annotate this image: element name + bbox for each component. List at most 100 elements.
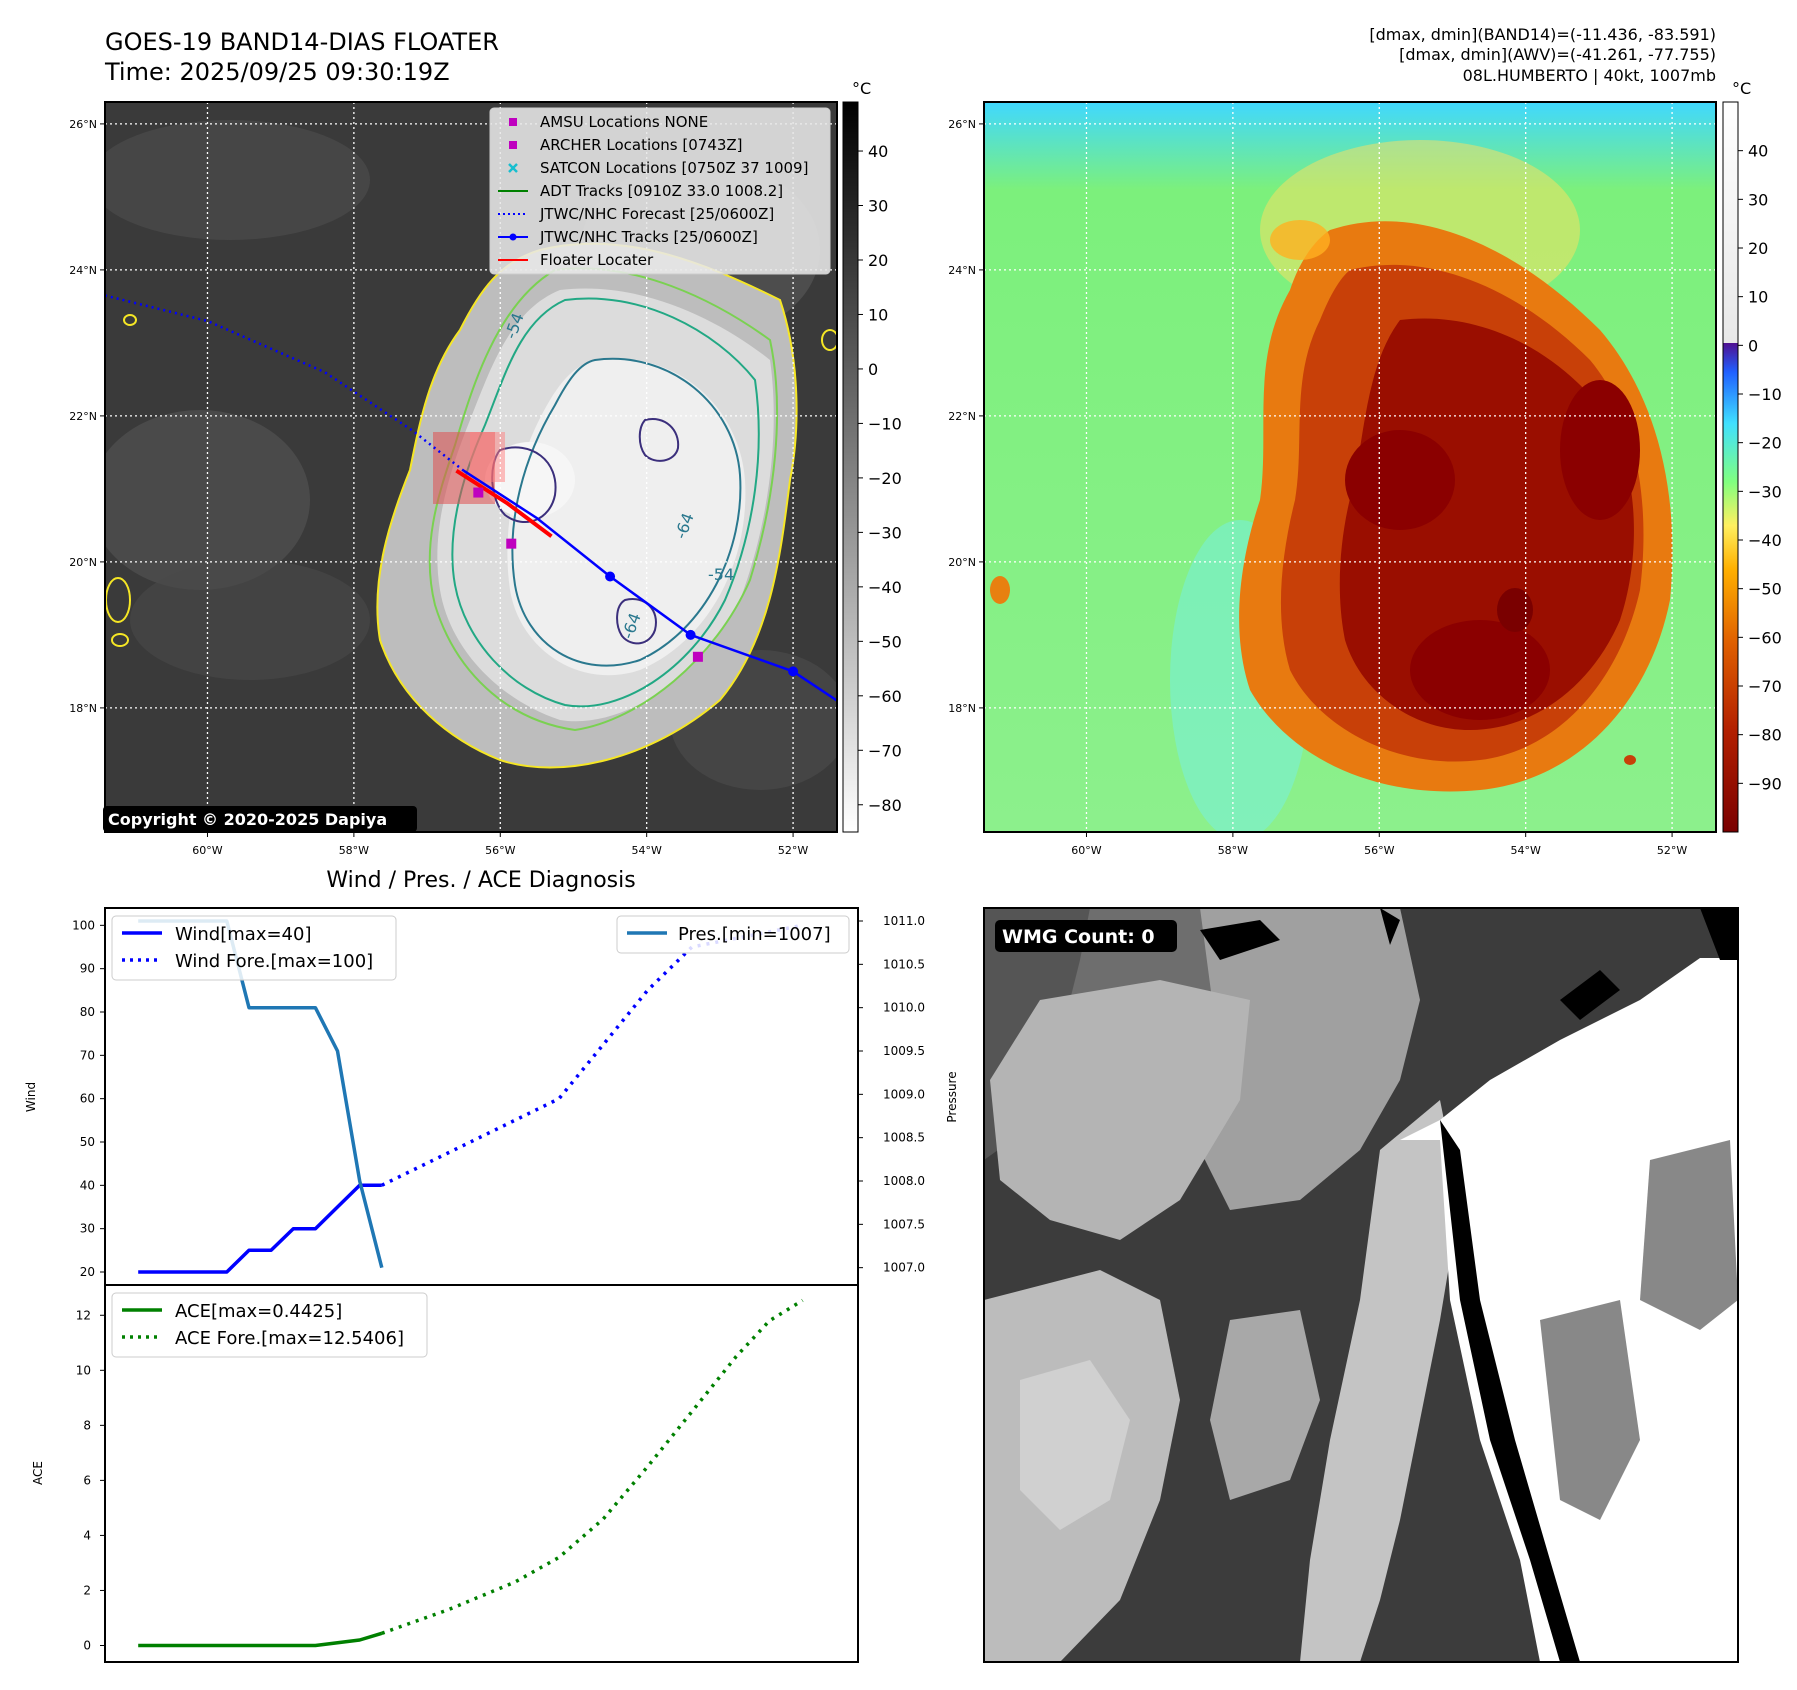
pressure-tick-label: 1007.0 [883, 1261, 925, 1275]
pressure-legend-label: Pres.[min=1007] [678, 924, 831, 945]
colorbar-tick-label: 20 [868, 251, 888, 270]
lon-tick-label: 56°W [1364, 844, 1394, 857]
lon-tick-label: 58°W [339, 844, 369, 857]
series-line [381, 1298, 804, 1635]
lon-tick-label: 60°W [1071, 844, 1101, 857]
lat-ticks-left: 26°N 24°N 22°N 20°N 18°N [69, 118, 105, 715]
awv-range: [dmax, dmin](AWV)=(-41.261, -77.755) [1399, 45, 1716, 64]
lat-tick-label: 24°N [69, 264, 97, 277]
colorbar-tick-label: −70 [868, 741, 902, 760]
colorbar-tick-label: 10 [1748, 288, 1768, 307]
ace-legend: ACE[max=0.4425] ACE Fore.[max=12.5406] [111, 1292, 428, 1358]
wind-tick-label: 90 [80, 962, 95, 976]
archer-marker [506, 538, 517, 549]
legend-label: JTWC/NHC Tracks [25/0600Z] [539, 228, 758, 246]
colorbar-tick-label: −50 [1748, 580, 1782, 599]
storm-info: 08L.HUMBERTO | 40kt, 1007mb [1463, 66, 1716, 85]
legend-label: AMSU Locations NONE [540, 113, 708, 131]
wind-pressure-chart: 100 90 80 70 60 50 40 30 20 1011.0 1010.5 1010.0 10… [24, 907, 959, 1286]
figure-time: Time: 2025/09/25 09:30:19Z [104, 58, 450, 86]
observed-track-markers [605, 571, 799, 677]
colorbar-tick-label: −60 [868, 687, 902, 706]
colorbar-tick-label: −10 [1748, 385, 1782, 404]
lon-tick-label: 54°W [1510, 844, 1540, 857]
colorbar-tick-label: 0 [1748, 336, 1758, 355]
pressure-axis-label: Pressure [945, 1071, 959, 1122]
wind-forecast-legend-label: Wind Fore.[max=100] [175, 951, 373, 972]
wind-tick-label: 30 [80, 1222, 95, 1236]
ace-tick-label: 2 [83, 1583, 91, 1597]
colorbar-tick-label: −20 [1748, 434, 1782, 453]
series-line [138, 1631, 383, 1648]
colorbar-tick-label: −10 [868, 414, 902, 433]
pressure-tick-label: 1011.0 [883, 914, 925, 928]
legend-label: ADT Tracks [0910Z 33.0 1008.2] [540, 182, 783, 200]
legend-label: JTWC/NHC Forecast [25/0600Z] [539, 205, 774, 223]
colorbar-tick-label: −90 [1748, 774, 1782, 793]
colorbar-tick-label: 0 [868, 360, 878, 379]
colorbar-tick-label: 10 [868, 305, 888, 324]
colorbar-tick-label: 30 [868, 197, 888, 216]
lat-tick-label: 18°N [948, 702, 976, 715]
ace-tick-label: 0 [83, 1638, 91, 1652]
lon-tick-label: 56°W [485, 844, 515, 857]
lat-tick-label: 22°N [948, 410, 976, 423]
colorbar-tick-label: −30 [868, 523, 902, 542]
colorbar-tick-label: −30 [1748, 482, 1782, 501]
lat-ticks-right: 26°N 24°N 22°N 20°N 18°N [948, 118, 984, 715]
colorbar-tick-label: −40 [1748, 531, 1782, 550]
pressure-tick-label: 1009.0 [883, 1087, 925, 1101]
pressure-tick-label: 1008.5 [883, 1131, 925, 1145]
colorbar-tick-label: −40 [868, 578, 902, 597]
track-marker [788, 666, 799, 677]
gray-colorbar-unit: °C [852, 79, 871, 98]
wind-tick-label: 80 [80, 1005, 95, 1019]
legend-label: ARCHER Locations [0743Z] [540, 136, 743, 154]
ir-map-panel: -54 -64 -64 -54 Copyright © 2020-2025 Da… [69, 101, 838, 857]
lon-ticks-right: 60°W 58°W 56°W 54°W 52°W [1071, 832, 1687, 857]
lat-tick-label: 26°N [69, 118, 97, 131]
colorbar-tick-label: −80 [868, 796, 902, 815]
wmg-panel: WMG Count: 0 [983, 907, 1739, 1663]
wind-tick-label: 100 [72, 918, 95, 932]
ace-axis-label: ACE [31, 1461, 45, 1485]
contour-label-1: -54 [708, 565, 734, 584]
color-colorbar-unit: °C [1732, 79, 1751, 98]
ace-tick-label: 10 [76, 1363, 91, 1377]
band14-range: [dmax, dmin](BAND14)=(-11.436, -83.591) [1369, 25, 1716, 44]
track-marker [605, 571, 616, 582]
pressure-legend: Pres.[min=1007] [616, 915, 850, 954]
ace-legend-label: ACE[max=0.4425] [175, 1301, 342, 1322]
wind-tick-label: 20 [80, 1265, 95, 1279]
colorbar-tick-label: −50 [868, 632, 902, 651]
legend-label: SATCON Locations [0750Z 37 1009] [540, 159, 808, 177]
colorbar-tick-label: −70 [1748, 677, 1782, 696]
diagnosis-title: Wind / Pres. / ACE Diagnosis [326, 868, 635, 893]
archer-marker [692, 651, 703, 662]
lon-tick-label: 52°W [778, 844, 808, 857]
colorbar-tick-label: 20 [1748, 239, 1768, 258]
lat-tick-label: 22°N [69, 410, 97, 423]
archer-marker [473, 487, 484, 498]
map-legend: AMSU Locations NONE ARCHER Locations [074… [489, 107, 831, 275]
ace-tick-label: 8 [83, 1418, 91, 1432]
lon-tick-label: 54°W [631, 844, 661, 857]
gray-colorbar: °C 40 30 20 10 0 −10 −20 −30 −40 −50 −60 −70 −80 [842, 79, 902, 833]
copyright-label: Copyright © 2020-2025 Dapiya [108, 810, 387, 829]
pressure-tick-label: 1008.0 [883, 1174, 925, 1188]
track-marker [685, 629, 696, 640]
ace-tick-label: 12 [76, 1308, 91, 1322]
colorbar-tick-label: −60 [1748, 628, 1782, 647]
observed-track-line [463, 469, 837, 702]
lon-tick-label: 60°W [192, 844, 222, 857]
wind-tick-label: 40 [80, 1178, 95, 1192]
legend-marker-icon [509, 233, 517, 241]
series-line [138, 1183, 382, 1274]
wind-tick-label: 60 [80, 1092, 95, 1106]
lat-tick-label: 24°N [948, 264, 976, 277]
wind-legend: Wind[max=40] Wind Fore.[max=100] [111, 915, 397, 981]
forecast-track-line [105, 294, 465, 472]
lon-tick-label: 52°W [1657, 844, 1687, 857]
archer-location-markers [473, 487, 703, 662]
